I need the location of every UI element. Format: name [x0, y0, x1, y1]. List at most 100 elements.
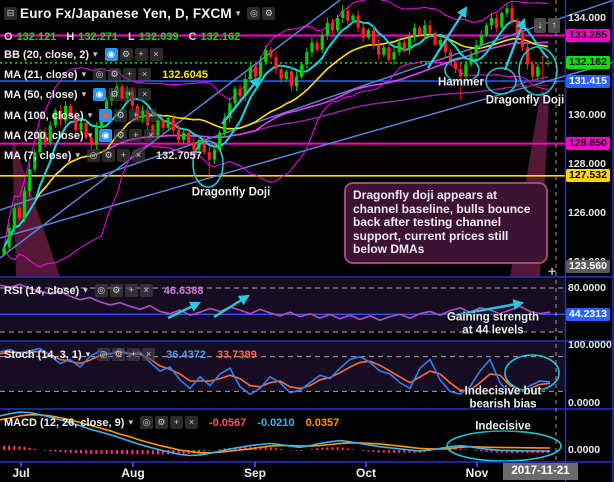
close-icon[interactable]: ×: [144, 109, 158, 122]
gear-icon[interactable]: ⚙: [114, 129, 128, 142]
gear-icon[interactable]: ⚙: [112, 348, 126, 361]
indicator-value: 36.4372: [166, 348, 206, 361]
indicator-icon-group: ◎ ⚙ + ×: [139, 416, 198, 429]
dropdown-caret-icon[interactable]: ▾: [83, 285, 88, 295]
eye-icon[interactable]: ◉: [99, 129, 113, 142]
gear-icon[interactable]: ⚙: [114, 109, 128, 122]
gear-icon[interactable]: ⚙: [108, 68, 122, 81]
plus-icon[interactable]: +: [124, 284, 138, 297]
dropdown-caret-icon[interactable]: ▾: [87, 130, 93, 140]
symbol-title[interactable]: Euro Fx/Japanese Yen, D, FXCM: [20, 6, 232, 21]
dropdown-caret-icon[interactable]: ▾: [85, 349, 91, 359]
plus-icon[interactable]: +: [123, 88, 137, 101]
indicator-icon-group: ◉ ⚙ + ×: [99, 109, 158, 122]
close-icon[interactable]: ×: [184, 416, 198, 429]
plus-icon[interactable]: +: [134, 48, 148, 61]
open-value: 132.121: [16, 30, 57, 43]
indicator-label[interactable]: MA (100, close): [4, 109, 84, 122]
indicator-row-stoch: Stoch (14, 3, 1) ▾ ◎ ⚙ + × 36.4372 33.7389: [4, 347, 257, 362]
eye-icon[interactable]: ◎: [139, 416, 153, 429]
eye-icon[interactable]: ◎: [97, 348, 111, 361]
indicator-label[interactable]: MACD (12, 26, close, 9): [4, 416, 125, 429]
indicator-value: -0.0567: [208, 416, 247, 429]
low-value: 132.039: [138, 30, 179, 43]
indicator-value: 132.7057: [155, 149, 202, 162]
close-icon[interactable]: ×: [139, 284, 153, 297]
indicator-row-ma21: MA (21, close) ▾ ◎ ⚙ + × 132.6045: [4, 67, 208, 82]
scroll-up-button[interactable]: ↑: [548, 18, 560, 33]
symbol-dropdown-caret[interactable]: ▾: [235, 8, 241, 18]
close-icon[interactable]: ×: [138, 68, 152, 81]
gear-icon[interactable]: ⚙: [101, 149, 115, 162]
close-icon[interactable]: ×: [138, 88, 152, 101]
indicator-label[interactable]: MA (50, close): [4, 88, 78, 101]
eye-icon[interactable]: ◎: [94, 284, 108, 297]
indicator-row-ma7: MA (7, close) ▾ ◎ ⚙ + × 132.7057: [4, 148, 202, 163]
eye-icon[interactable]: ◉: [104, 48, 118, 61]
indicator-icon-group: ◎ ⚙ + ×: [94, 284, 153, 297]
eye-icon[interactable]: ◎: [247, 7, 261, 20]
plus-icon[interactable]: +: [123, 68, 137, 81]
gear-icon[interactable]: ⚙: [108, 88, 122, 101]
eye-icon[interactable]: ◎: [93, 68, 107, 81]
indicator-icon-group: ◎ ⚙ + ×: [93, 68, 152, 81]
dropdown-caret-icon[interactable]: ▾: [81, 69, 87, 79]
plus-icon[interactable]: +: [169, 416, 183, 429]
plus-icon[interactable]: +: [129, 129, 143, 142]
close-icon[interactable]: ×: [131, 149, 145, 162]
indicator-icon-group: ◉ ⚙ + ×: [99, 129, 158, 142]
close-icon[interactable]: ×: [142, 348, 156, 361]
symbol-header-row: ⊟ Euro Fx/Japanese Yen, D, FXCM ▾ ◎ ⚙: [4, 6, 276, 21]
eye-icon[interactable]: ◉: [99, 109, 113, 122]
indicator-value: -0.0210: [257, 416, 295, 429]
eye-icon[interactable]: ◎: [86, 149, 100, 162]
crosshair-date-label: 2017-11-21: [503, 463, 578, 480]
indicator-label[interactable]: MA (21, close): [4, 68, 78, 81]
indicator-value: 132.6045: [162, 68, 208, 81]
indicator-row-ma50: MA (50, close) ▾ ◉ ⚙ + ×: [4, 87, 152, 102]
plus-icon[interactable]: +: [129, 109, 143, 122]
indicator-icon-group: ◎ ⚙ + ×: [97, 348, 156, 361]
indicator-label[interactable]: BB (20, close, 2): [4, 48, 89, 61]
gear-icon[interactable]: ⚙: [154, 416, 168, 429]
indicator-row-rsi: RSI (14, close) ▾ ◎ ⚙ + × 46.6388: [4, 283, 204, 298]
indicator-icon-group: ◉ ⚙ + ×: [104, 48, 163, 61]
dropdown-caret-icon[interactable]: ▾: [75, 150, 80, 160]
indicator-label[interactable]: MA (7, close): [4, 149, 72, 162]
indicator-label[interactable]: MA (200, close): [4, 129, 84, 142]
indicator-row-bb: BB (20, close, 2) ▾ ◉ ⚙ + ×: [4, 47, 163, 62]
gear-icon[interactable]: ⚙: [119, 48, 133, 61]
close-icon[interactable]: ×: [149, 48, 163, 61]
close-value: 132.162: [200, 30, 241, 43]
collapse-icon[interactable]: ⊟: [4, 7, 17, 20]
indicator-value: 46.6388: [163, 284, 204, 297]
gear-icon[interactable]: ⚙: [262, 7, 276, 20]
svg-text:+: +: [548, 263, 556, 279]
open-label: O: [4, 30, 13, 43]
dropdown-caret-icon[interactable]: ▾: [87, 110, 93, 120]
indicator-label[interactable]: Stoch (14, 3, 1): [4, 348, 82, 361]
dropdown-caret-icon[interactable]: ▾: [81, 89, 87, 99]
close-icon[interactable]: ×: [144, 129, 158, 142]
note-annotation-box[interactable]: Dragonfly doji appears at channel baseli…: [344, 182, 548, 264]
indicator-icon-group: ◉ ⚙ + ×: [93, 88, 152, 101]
ohlc-row: O 132.121 H 132.271 L 132.039 C 132.162: [4, 29, 247, 44]
gear-icon[interactable]: ⚙: [109, 284, 123, 297]
dropdown-caret-icon[interactable]: ▾: [128, 417, 133, 427]
dropdown-caret-icon[interactable]: ▾: [92, 49, 98, 59]
eye-icon[interactable]: ◉: [93, 88, 107, 101]
plus-icon[interactable]: +: [127, 348, 141, 361]
high-value: 132.271: [78, 30, 119, 43]
plus-icon[interactable]: +: [116, 149, 130, 162]
low-label: L: [128, 30, 135, 43]
scroll-down-button[interactable]: ↓: [534, 18, 546, 33]
indicator-label[interactable]: RSI (14, close): [4, 284, 80, 297]
indicator-row-macd: MACD (12, 26, close, 9) ▾ ◎ ⚙ + × -0.0567 -0.02…: [4, 415, 339, 430]
indicator-row-ma200: MA (200, close) ▾ ◉ ⚙ + ×: [4, 128, 158, 143]
indicator-icon-group: ◎ ⚙ + ×: [86, 149, 145, 162]
indicator-value: 0.0357: [305, 416, 340, 429]
